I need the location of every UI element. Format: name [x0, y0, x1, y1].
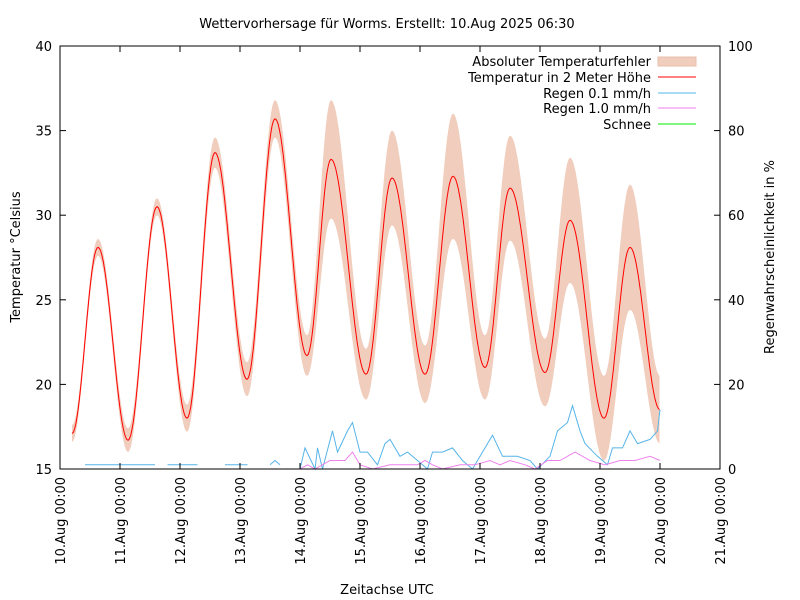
chart-title: Wettervorhersage für Worms. Erstellt: 10…	[199, 17, 574, 32]
y2-tick-label: 40	[728, 294, 745, 309]
x-tick-label: 15.Aug 00:00	[354, 477, 369, 565]
axes: 10.Aug 00:00 11.Aug 00:00 12.Aug 00:00 13.A…	[35, 40, 752, 565]
temperature-error-band	[72, 100, 660, 461]
y-tick-label: 15	[35, 463, 52, 478]
x-tick-label: 16.Aug 00:00	[414, 477, 429, 565]
y-tick-label: 30	[35, 209, 52, 224]
y2-axis-label: Regenwahrscheinlichkeit in %	[763, 160, 778, 354]
x-tick-label: 11.Aug 00:00	[114, 477, 129, 565]
y2-tick-label: 100	[728, 40, 753, 55]
x-tick-label: 14.Aug 00:00	[294, 477, 309, 565]
legend: Absoluter Temperaturfehler Temperatur in…	[467, 55, 697, 133]
y2-tick-label: 0	[728, 463, 736, 478]
x-tick-label: 13.Aug 00:00	[234, 477, 249, 565]
rain-1-0-series	[299, 451, 661, 470]
legend-label-snow: Schnee	[603, 118, 651, 133]
plot-area	[71, 100, 661, 471]
x-tick-label: 18.Aug 00:00	[534, 477, 549, 565]
legend-label-temp: Temperatur in 2 Meter Höhe	[467, 71, 651, 86]
legend-label-rain10: Regen 1.0 mm/h	[543, 102, 651, 117]
y2-tick-label: 60	[728, 209, 745, 224]
x-tick-label: 12.Aug 00:00	[174, 477, 189, 565]
legend-swatch-band	[657, 56, 697, 67]
y2-tick-label: 20	[728, 378, 745, 393]
y-tick-label: 20	[35, 378, 52, 393]
y-tick-label: 35	[35, 125, 52, 140]
plot-frame	[59, 45, 721, 470]
x-tick-label: 10.Aug 00:00	[54, 477, 69, 565]
x-tick-label: 20.Aug 00:00	[654, 477, 669, 565]
x-axis-label: Zeitachse UTC	[340, 583, 434, 598]
y2-tick-label: 80	[728, 125, 745, 140]
x-tick-label: 17.Aug 00:00	[474, 477, 489, 565]
legend-label-rain01: Regen 0.1 mm/h	[543, 87, 651, 102]
rain-0-1-series-segment	[269, 459, 281, 466]
y-axis-label: Temperatur °Celsius	[9, 191, 24, 324]
legend-label-band: Absoluter Temperaturfehler	[472, 55, 651, 70]
y-tick-label: 40	[35, 40, 52, 55]
x-tick-label: 19.Aug 00:00	[594, 477, 609, 565]
y-tick-label: 25	[35, 294, 52, 309]
temperature-series	[71, 118, 660, 441]
x-tick-label: 21.Aug 00:00	[714, 477, 729, 565]
